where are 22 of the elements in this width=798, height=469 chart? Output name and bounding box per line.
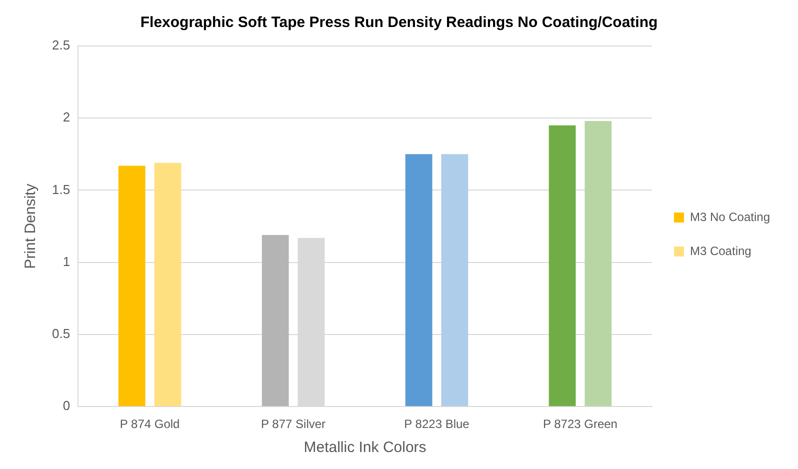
bar: [262, 234, 289, 406]
bar: [441, 154, 468, 406]
y-tick-label: 0: [62, 398, 70, 414]
x-tick-label: P 874 Gold: [120, 417, 180, 432]
x-axis-title: Metallic Ink Colors: [304, 439, 426, 456]
legend-label: M3 Coating: [690, 244, 752, 258]
bar: [118, 166, 146, 406]
x-tick-label: P 8223 Blue: [404, 417, 470, 432]
chart-title: Flexographic Soft Tape Press Run Density Readings No Coating/Coating: [140, 14, 658, 32]
bar: [154, 162, 182, 406]
legend-label: M3 No Coating: [690, 210, 770, 224]
y-tick-label: 2: [62, 110, 70, 125]
x-tick-label: P 877 Silver: [261, 417, 326, 432]
x-tick-label: P 8723 Green: [542, 417, 618, 432]
bar: [548, 125, 576, 406]
y-tick-label: 0.5: [52, 326, 70, 342]
bar: [584, 121, 612, 406]
y-tick-label: 1: [62, 254, 70, 269]
bar: [405, 154, 432, 406]
y-tick-label: 2.5: [52, 38, 70, 53]
y-tick-label: 1.5: [52, 182, 70, 197]
y-axis-title: Print Density: [22, 183, 40, 269]
